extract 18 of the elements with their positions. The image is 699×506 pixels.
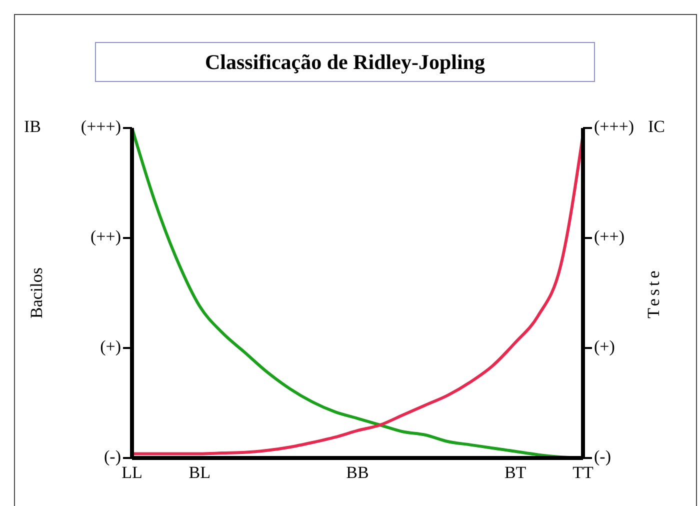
text: (-) [594, 447, 611, 467]
x-tick-label: BL [188, 463, 211, 482]
text: IC [648, 117, 665, 137]
x-tick-label: LL [122, 463, 142, 482]
text: (+) [594, 337, 615, 357]
y2-axis-title: Teste [644, 268, 664, 318]
text: (-) [104, 447, 121, 467]
text: (+++) [594, 117, 634, 137]
text: (+) [100, 337, 121, 357]
text: (++) [90, 227, 121, 247]
text: Bacilos [27, 268, 47, 318]
x-tick-label: BB [346, 463, 369, 482]
chart-title: Classificação de Ridley-Jopling [95, 42, 595, 82]
x-tick-label: BT [504, 463, 527, 482]
text: IB [24, 117, 41, 137]
text: (++) [594, 227, 624, 247]
text: (+++) [80, 117, 121, 137]
x-tick-label: TT [572, 463, 594, 482]
